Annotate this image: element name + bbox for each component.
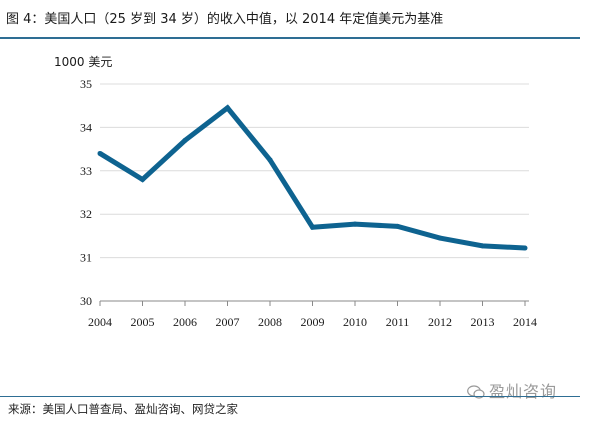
data-point-2007 [225,105,230,111]
data-point-2012 [437,235,443,241]
data-point-2009 [310,224,315,230]
x-tick-label: 2006 [173,315,197,329]
data-point-2004 [97,150,103,156]
watermark: 盈灿咨询 [467,378,557,402]
watermark-text: 盈灿咨询 [489,382,558,401]
y-tick-label: 30 [80,294,92,308]
x-tick-label: 2010 [343,315,367,329]
y-axis-unit-label: 1000 美元 [54,55,112,69]
source-note: 来源：美国人口普查局、盈灿咨询、网贷之家 [8,402,238,416]
x-tick-label: 2013 [471,315,495,329]
data-point-2005 [140,176,145,182]
grid-layer [100,83,529,259]
y-tick-labels: 30 31 32 33 34 35 [80,77,92,308]
x-tick-labels: 2004 2005 2006 2007 2008 2009 2010 2011 2012 2013… [88,315,537,329]
x-tick-label: 2004 [88,315,112,329]
axis-layer [99,300,529,306]
y-tick-label: 31 [80,251,92,265]
data-point-2014 [522,245,528,251]
bottom-rule [0,396,580,397]
x-tick-label: 2012 [428,315,452,329]
x-tick-label: 2011 [386,315,410,329]
y-tick-label: 33 [80,164,92,178]
x-tick-label: 2008 [258,315,282,329]
x-tick-label: 2007 [216,315,240,329]
data-point-2006 [182,137,188,143]
y-tick-label: 32 [80,207,92,221]
data-point-2013 [480,243,485,249]
y-tick-label: 34 [80,120,92,134]
top-rule [0,37,580,39]
data-point-2011 [395,223,400,229]
series-layer [97,104,528,251]
data-point-2008 [267,157,273,163]
chart-title: 图 4：美国人口（25 岁到 34 岁）的收入中值，以 2014 年定值美元为基… [6,12,444,27]
x-tick-label: 2009 [301,315,325,329]
data-point-2010 [352,221,358,227]
y-tick-label: 35 [80,77,92,91]
x-tick-label: 2014 [513,315,537,329]
x-tick-label: 2005 [131,315,155,329]
